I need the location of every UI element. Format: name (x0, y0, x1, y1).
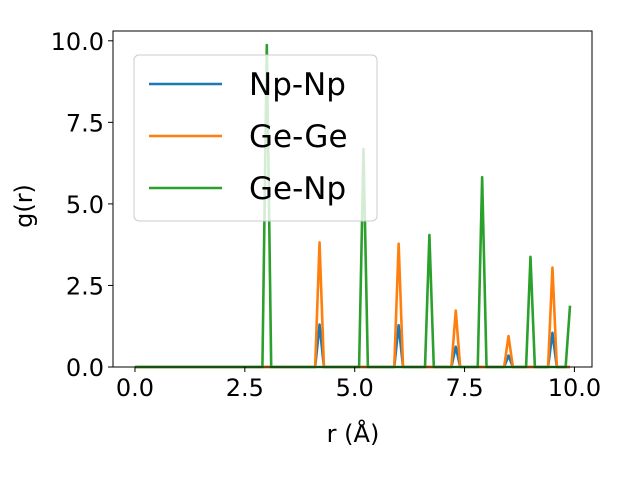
legend-box (133, 54, 378, 222)
axes: 0.0 2.5 5.0 7.5 10.0 0.0 2.5 5.0 7.5 10.0 (51, 28, 602, 402)
y-tick-label: 10.0 (51, 28, 104, 56)
y-axis-label: g(r) (10, 184, 38, 228)
x-tick-label: 5.0 (336, 374, 374, 402)
x-axis-label: r (Å) (327, 419, 380, 448)
legend-label-ge-ge: Ge-Ge (249, 119, 348, 155)
legend: Np-Np Ge-Ge Ge-Np (133, 54, 378, 222)
legend-label-np-np: Np-Np (249, 67, 346, 103)
x-tick-label: 7.5 (445, 374, 483, 402)
y-tick-label: 7.5 (66, 109, 104, 137)
x-tick-label: 2.5 (226, 374, 264, 402)
y-tick-label: 2.5 (66, 272, 104, 300)
x-tick-label: 0.0 (116, 374, 154, 402)
series-line-ge-ge (134, 241, 571, 369)
x-tick-label: 10.0 (548, 374, 601, 402)
y-tick-label: 0.0 (66, 354, 104, 382)
legend-label-ge-np: Ge-Np (249, 171, 346, 207)
y-tick-label: 5.0 (66, 191, 104, 219)
axes-frame (112, 30, 593, 368)
